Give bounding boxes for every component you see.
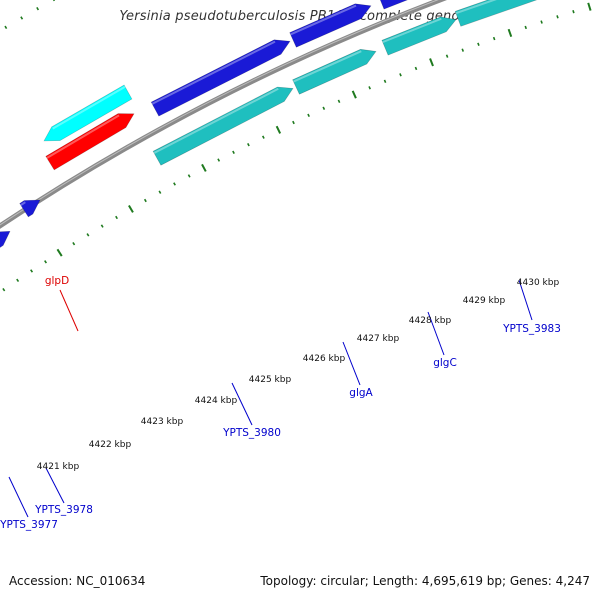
scale-label: 4429 kbp — [463, 296, 506, 306]
minor-tick — [20, 16, 24, 20]
minor-tick — [143, 198, 147, 203]
backbone-group — [0, 0, 448, 229]
major-tick — [128, 204, 134, 213]
scale-label: 4424 kbp — [195, 396, 238, 406]
gene-ypts3980 — [152, 86, 294, 166]
gene-ypts3983 — [454, 0, 538, 27]
cds-glgc — [379, 0, 409, 10]
gene-ypts3980-shade — [153, 87, 279, 154]
minor-tick — [217, 158, 221, 162]
scale-label: 4422 kbp — [89, 440, 132, 450]
minor-tick — [292, 120, 295, 125]
minor-tick — [36, 6, 40, 11]
major-tick — [56, 248, 63, 257]
cds-ypts3978 — [19, 199, 41, 218]
minor-tick — [100, 224, 104, 228]
cds-ypts3980-shade — [151, 40, 276, 105]
minor-tick — [337, 99, 341, 104]
feature-track — [0, 0, 538, 248]
minor-tick — [16, 278, 20, 282]
cds-ypts3977 — [0, 230, 11, 248]
minor-tick — [187, 174, 191, 178]
minor-tick — [572, 10, 575, 14]
minor-tick — [383, 79, 387, 83]
callout-line — [45, 467, 65, 504]
minor-tick — [414, 66, 418, 71]
cds-ypts3978-shade — [20, 201, 26, 206]
minor-tick — [86, 233, 90, 237]
scale-label: 4427 kbp — [357, 334, 400, 344]
minor-tick — [461, 48, 465, 52]
scale-label: 4430 kbp — [517, 278, 560, 288]
gene-label: YPTS_3978 — [34, 504, 93, 516]
minor-tick — [556, 15, 559, 19]
minor-tick — [445, 54, 449, 58]
minor-tick — [52, 0, 56, 2]
minor-tick — [72, 242, 76, 246]
minor-tick — [173, 182, 176, 186]
minor-tick — [368, 86, 371, 90]
gene-glgc — [381, 16, 457, 56]
minor-tick — [232, 150, 235, 155]
outer-tick-ring — [4, 0, 56, 30]
gene-label: YPTS_3983 — [502, 323, 561, 335]
major-tick — [587, 2, 592, 11]
minor-tick — [399, 73, 402, 77]
cds-ypts3980 — [150, 39, 291, 117]
inner-tick-ring — [2, 2, 592, 292]
gene-label: YPTS_3977 — [0, 519, 58, 531]
scale-labels: 4421 kbp 4422 kbp 4423 kbp 4424 kbp 4425 kbp… — [37, 278, 560, 472]
scale-label: 4421 kbp — [37, 462, 80, 472]
callout-line — [427, 311, 445, 356]
minor-tick — [307, 113, 310, 118]
backbone-highlight — [0, 0, 439, 226]
cds-glpd — [45, 113, 135, 171]
scale-label: 4425 kbp — [249, 375, 292, 385]
major-tick — [201, 163, 207, 172]
minor-tick — [540, 20, 543, 24]
minor-tick — [30, 269, 34, 273]
gene-ypts3983-shade — [455, 0, 497, 15]
gene-glgc-shade — [382, 17, 442, 44]
minor-tick — [261, 135, 265, 139]
accession-text: Accession: NC_010634 — [9, 574, 146, 588]
minor-tick — [158, 190, 162, 194]
major-tick — [275, 125, 282, 134]
cds-glga — [289, 3, 372, 48]
minor-tick — [477, 42, 480, 46]
gene-glpd — [43, 84, 133, 142]
gene-label: glpD — [45, 275, 69, 287]
callout-line — [59, 289, 79, 332]
gene-label: glgC — [433, 357, 457, 369]
gene-label: glgA — [349, 387, 373, 399]
minor-tick — [44, 260, 48, 264]
minor-tick — [322, 106, 326, 110]
scale-label: 4423 kbp — [141, 417, 184, 427]
cds-glga-shade — [290, 4, 357, 36]
minor-tick — [4, 25, 8, 30]
scale-label: 4428 kbp — [409, 316, 452, 326]
callout-line — [231, 382, 253, 426]
minor-tick — [492, 36, 496, 41]
gene-label: YPTS_3980 — [222, 427, 281, 439]
scale-label: 4426 kbp — [303, 354, 346, 364]
callout-line — [342, 341, 361, 386]
minor-tick — [2, 287, 6, 292]
genome-summary-text: Topology: circular; Length: 4,695,619 bp… — [260, 574, 590, 588]
gene-glga — [292, 48, 377, 95]
gene-glpd-shade — [52, 85, 126, 130]
callout-line — [518, 279, 533, 321]
minor-tick — [115, 215, 118, 220]
major-tick — [351, 90, 357, 99]
backbone-arc — [0, 0, 448, 229]
minor-tick — [524, 25, 527, 30]
gene-callouts: glpD YPTS_3977 YPTS_3978 YPTS_3980 glgA glgC Y… — [0, 275, 561, 531]
cds-glpd-shade — [46, 114, 120, 159]
major-tick — [507, 28, 513, 38]
callout-line — [8, 476, 29, 518]
gene-glga-shade — [293, 50, 362, 83]
minor-tick — [247, 142, 250, 147]
major-tick — [429, 58, 434, 67]
